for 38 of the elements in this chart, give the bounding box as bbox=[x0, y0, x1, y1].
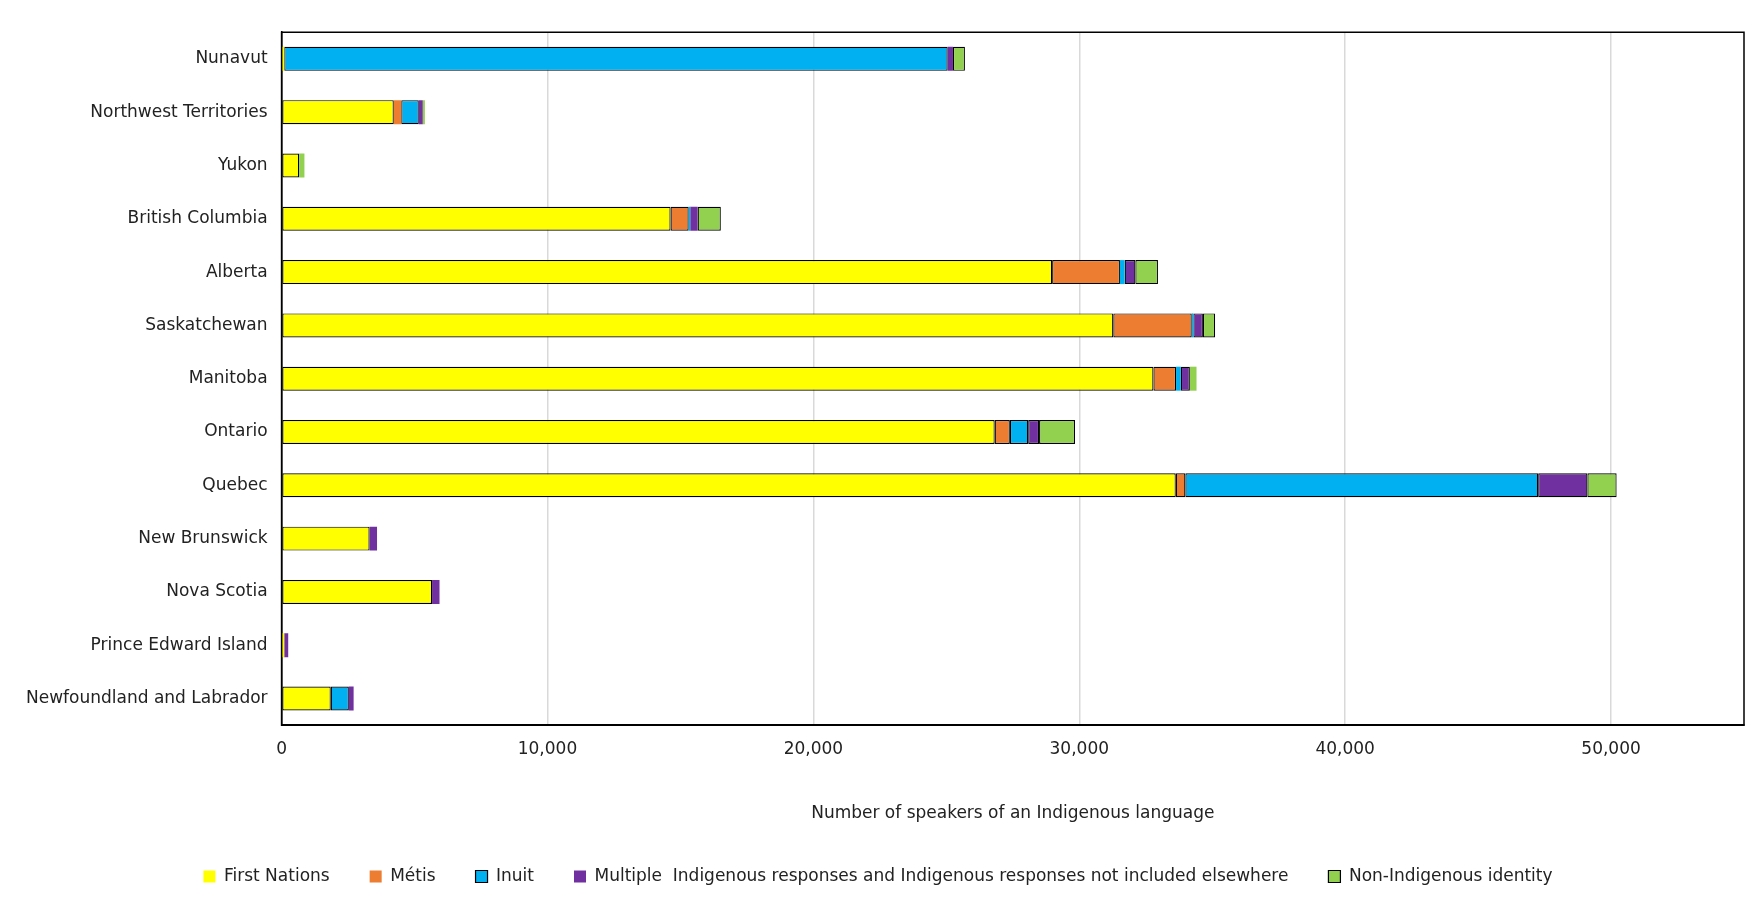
legend-label: Métis bbox=[390, 864, 436, 885]
x-tick-label: 20,000 bbox=[783, 737, 844, 758]
y-tick-label: Saskatchewan bbox=[145, 313, 268, 334]
x-tick-label: 50,000 bbox=[1581, 737, 1641, 758]
x-tick-label: 0 bbox=[276, 737, 287, 758]
y-tick-label: Nunavut bbox=[195, 47, 268, 68]
y-tick-label: New Brunswick bbox=[138, 527, 268, 548]
bar bbox=[284, 633, 289, 658]
y-tick-label: British Columbia bbox=[127, 207, 268, 228]
bar bbox=[690, 206, 698, 231]
y-tick-label: Nova Scotia bbox=[166, 580, 268, 601]
bar bbox=[348, 686, 354, 711]
x-tick-label: 40,000 bbox=[1315, 737, 1375, 758]
y-tick-label: Yukon bbox=[216, 153, 268, 174]
bar bbox=[393, 100, 402, 125]
bar bbox=[947, 46, 953, 71]
bar bbox=[1189, 366, 1197, 391]
bar bbox=[369, 526, 378, 551]
legend-label: Non-Indigenous identity bbox=[1348, 864, 1553, 885]
y-tick-label: Prince Edward Island bbox=[90, 633, 268, 654]
bar bbox=[299, 153, 305, 178]
x-tick-label: 30,000 bbox=[1049, 737, 1109, 758]
y-tick-label: Ontario bbox=[204, 420, 268, 441]
legend-label: Inuit bbox=[496, 864, 535, 885]
bar bbox=[1119, 260, 1125, 285]
y-tick-label: Manitoba bbox=[188, 367, 268, 388]
bar bbox=[432, 579, 440, 604]
y-tick-label: Northwest Territories bbox=[90, 100, 268, 121]
x-tick-label: 10,000 bbox=[517, 737, 578, 758]
y-tick-label: Alberta bbox=[205, 260, 268, 281]
bar bbox=[422, 100, 425, 125]
y-tick-label: Quebec bbox=[202, 473, 268, 494]
bar bbox=[418, 100, 423, 125]
legend-label: First Nations bbox=[223, 864, 330, 885]
legend-label: Multiple Indigenous responses and Indigenous responses not included elsewhere bbox=[594, 864, 1289, 885]
x-axis-title: Number of speakers of an Indigenous language bbox=[811, 802, 1215, 823]
y-tick-label: Newfoundland and Labrador bbox=[25, 686, 268, 707]
bar bbox=[1176, 366, 1181, 391]
